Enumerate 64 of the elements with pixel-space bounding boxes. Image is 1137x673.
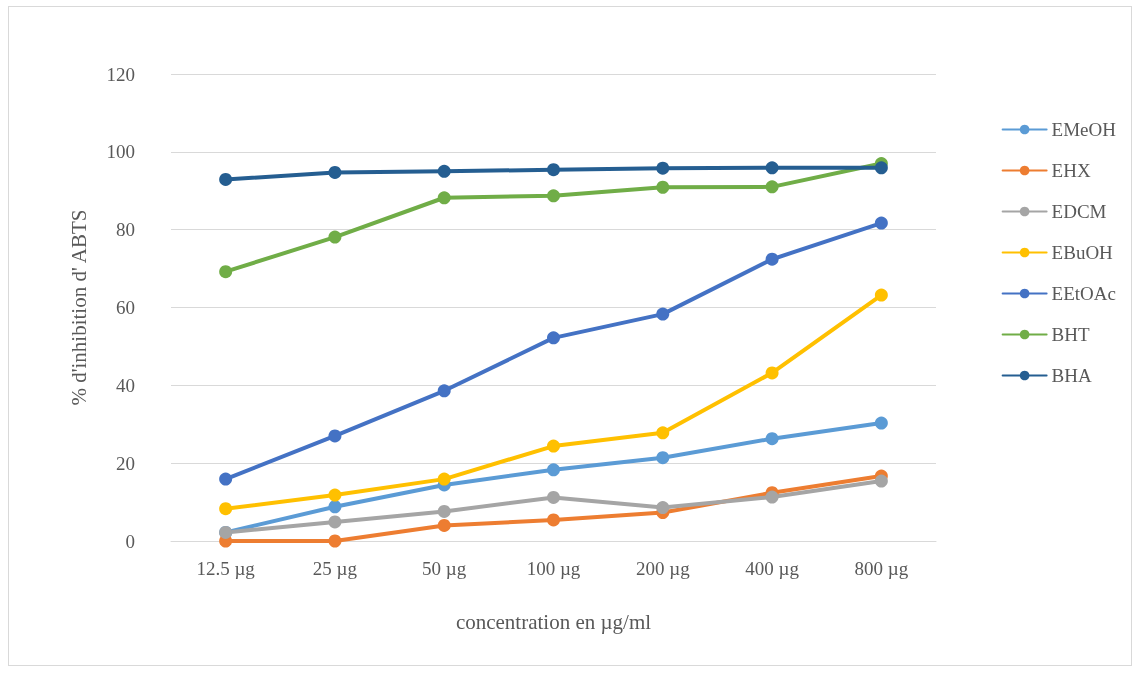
point bbox=[547, 439, 560, 453]
x-tick-label: 25 µg bbox=[312, 558, 358, 579]
x-tick-label: 100 µg bbox=[526, 558, 581, 579]
point bbox=[765, 366, 779, 380]
y-tick-label: 100 bbox=[106, 141, 135, 163]
point bbox=[656, 161, 670, 175]
point bbox=[437, 504, 451, 518]
x-tick-label: 50 µg bbox=[422, 558, 467, 579]
point bbox=[547, 331, 560, 345]
point bbox=[547, 463, 560, 477]
legend-label: EHX bbox=[1051, 160, 1091, 181]
point bbox=[219, 265, 233, 279]
point bbox=[547, 163, 560, 177]
x-tick-label: 400 µg bbox=[745, 558, 800, 579]
y-tick-label: 60 bbox=[116, 297, 135, 318]
point bbox=[219, 172, 233, 186]
x-tick-label: 12.5 µg bbox=[196, 558, 256, 579]
point bbox=[328, 165, 342, 179]
point bbox=[874, 416, 888, 430]
point bbox=[656, 180, 670, 194]
x-tick-label: 200 µg bbox=[635, 558, 691, 579]
point bbox=[219, 472, 233, 486]
point bbox=[437, 518, 451, 532]
point bbox=[765, 252, 779, 266]
legend-label: EBuOH bbox=[1051, 242, 1114, 263]
point bbox=[328, 230, 342, 244]
point bbox=[874, 161, 888, 175]
point bbox=[328, 534, 342, 548]
point bbox=[328, 429, 342, 443]
y-tick-label: 80 bbox=[116, 219, 135, 241]
y-tick-label: 40 bbox=[116, 374, 135, 396]
point bbox=[547, 513, 560, 527]
point bbox=[765, 161, 779, 175]
x-tick-label: 800 µg bbox=[854, 558, 909, 579]
y-tick-label: 0 bbox=[125, 530, 135, 552]
point bbox=[547, 490, 560, 504]
point bbox=[437, 472, 451, 486]
point bbox=[328, 515, 342, 529]
legend-label: EMeOH bbox=[1051, 119, 1117, 140]
y-tick-label: 20 bbox=[116, 452, 135, 474]
point bbox=[765, 490, 779, 504]
point bbox=[547, 189, 560, 203]
legend-label: BHT bbox=[1051, 324, 1091, 345]
point bbox=[656, 307, 670, 321]
point bbox=[656, 501, 670, 515]
x-axis-title: concentration en µg/ml bbox=[455, 609, 652, 634]
point bbox=[765, 432, 779, 446]
point bbox=[874, 216, 888, 230]
y-tick-label: 120 bbox=[106, 63, 135, 85]
legend-label: EEtOAc bbox=[1051, 283, 1116, 304]
point bbox=[219, 502, 233, 516]
point bbox=[656, 426, 670, 440]
point bbox=[328, 488, 342, 502]
point bbox=[874, 288, 888, 302]
point bbox=[328, 500, 342, 514]
point bbox=[656, 451, 670, 465]
point bbox=[437, 164, 451, 178]
y-axis-title: % d'inhibition d' ABTS bbox=[66, 209, 91, 406]
legend-label: BHA bbox=[1051, 365, 1093, 386]
point bbox=[765, 180, 779, 194]
legend-label: EDCM bbox=[1051, 201, 1107, 222]
point bbox=[437, 191, 451, 205]
point bbox=[874, 474, 888, 488]
point bbox=[437, 384, 451, 398]
